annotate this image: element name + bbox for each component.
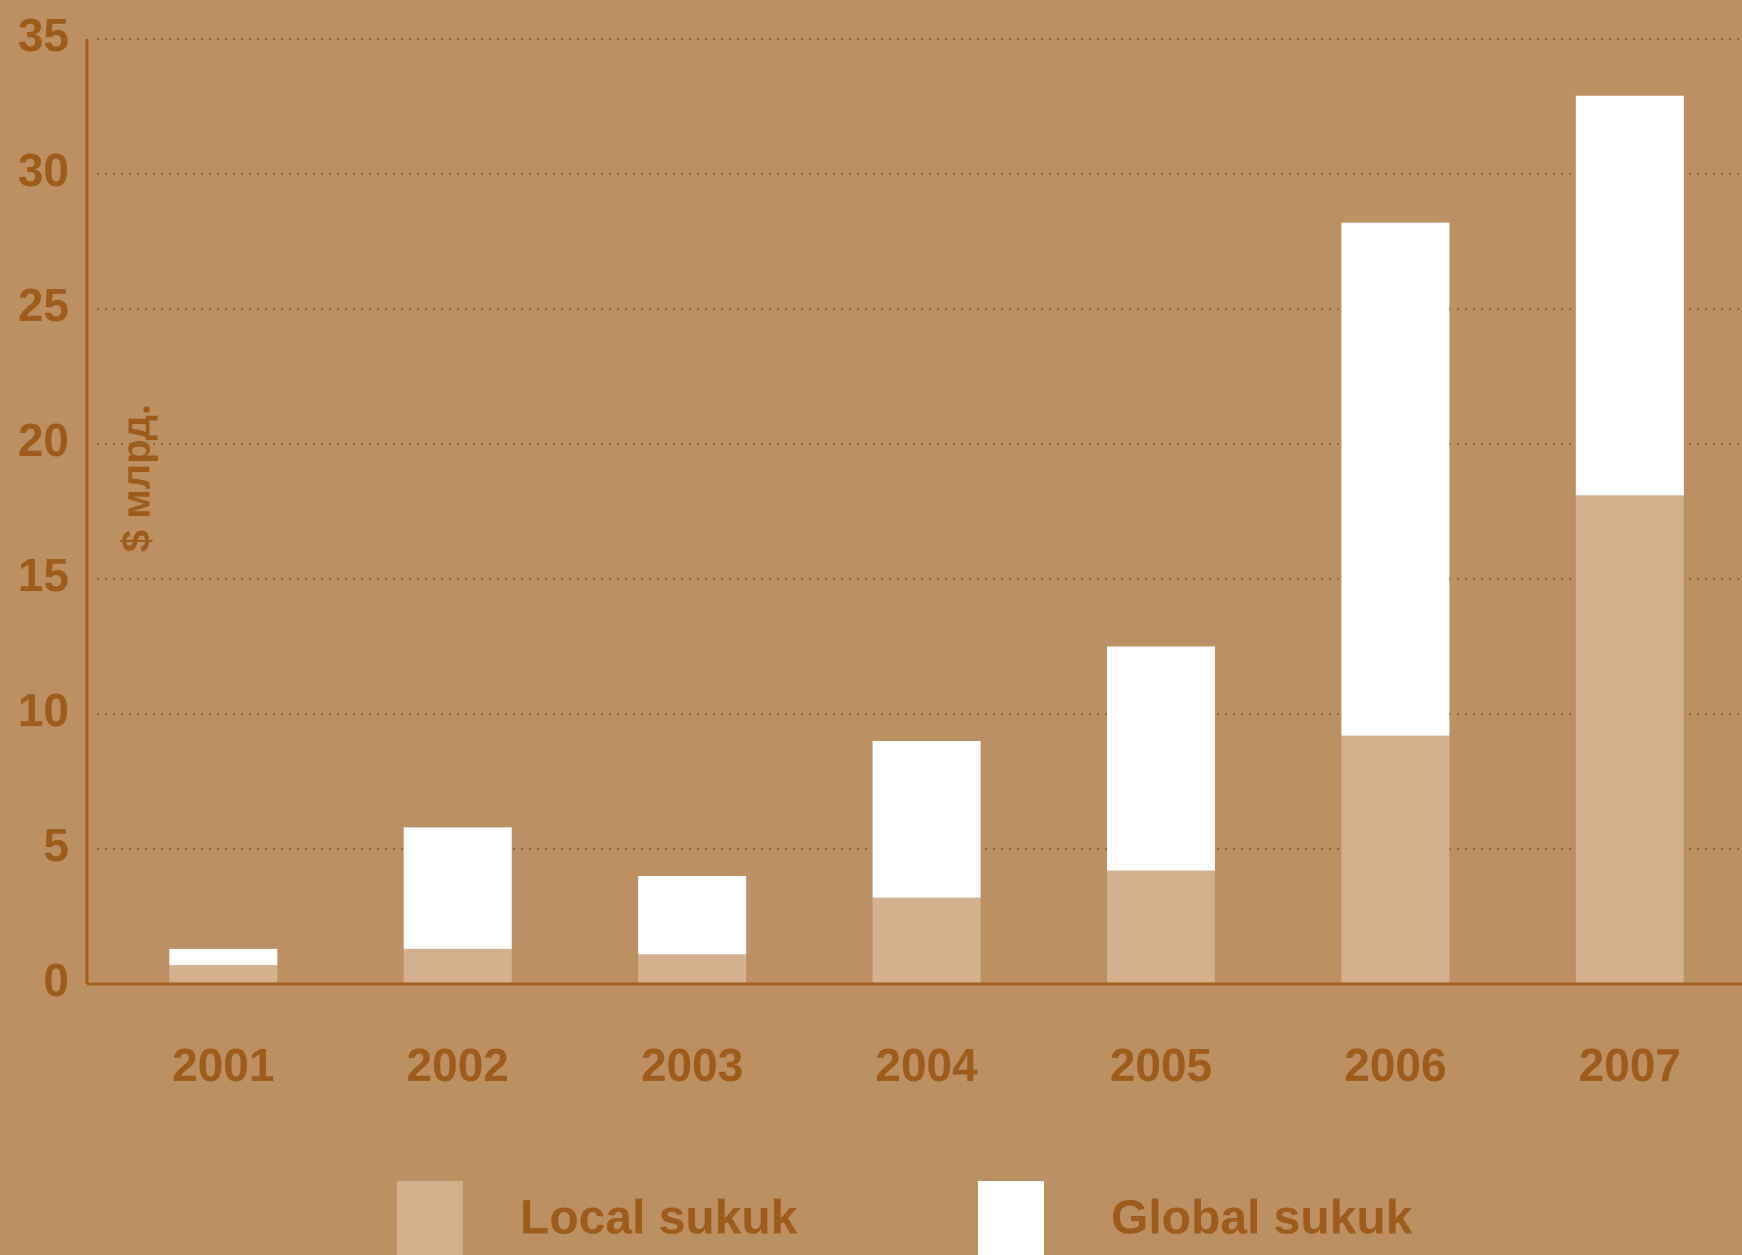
- y-tick-label: 20: [18, 414, 69, 466]
- bar-segment: [872, 897, 981, 984]
- legend-label: Local sukuk: [520, 1192, 798, 1245]
- bar-segment: [1341, 735, 1450, 984]
- y-tick-label: 15: [18, 549, 69, 601]
- y-tick-label: 25: [18, 279, 69, 331]
- bar-segment: [1106, 870, 1215, 984]
- x-tick-label: 2006: [1344, 1039, 1446, 1091]
- bar-segment: [638, 876, 747, 955]
- bar-segment: [1575, 95, 1684, 496]
- bar-segment: [169, 965, 278, 984]
- x-tick-label: 2004: [875, 1039, 978, 1091]
- x-tick-label: 2005: [1110, 1039, 1212, 1091]
- legend-swatch: [978, 1181, 1044, 1255]
- x-tick-label: 2003: [641, 1039, 743, 1091]
- bar-segment: [1575, 495, 1684, 984]
- bar-segment: [403, 827, 512, 949]
- x-tick-label: 2001: [172, 1039, 274, 1091]
- y-tick-label: 30: [18, 144, 69, 196]
- bar-segment: [403, 948, 512, 984]
- bar-segment: [872, 741, 981, 898]
- y-tick-label: 5: [43, 819, 69, 871]
- bar-segment: [1341, 222, 1450, 736]
- legend-label: Global sukuk: [1111, 1192, 1413, 1245]
- bar-segment: [169, 948, 278, 966]
- y-axis-label: $ млрд.: [115, 404, 159, 552]
- x-tick-label: 2007: [1579, 1039, 1681, 1091]
- bar-segment: [638, 954, 747, 984]
- y-tick-label: 10: [18, 684, 69, 736]
- bar-segment: [1106, 646, 1215, 871]
- y-tick-label: 35: [18, 9, 69, 61]
- x-tick-label: 2002: [407, 1039, 509, 1091]
- y-tick-label: 0: [43, 954, 69, 1006]
- legend-swatch: [397, 1181, 463, 1255]
